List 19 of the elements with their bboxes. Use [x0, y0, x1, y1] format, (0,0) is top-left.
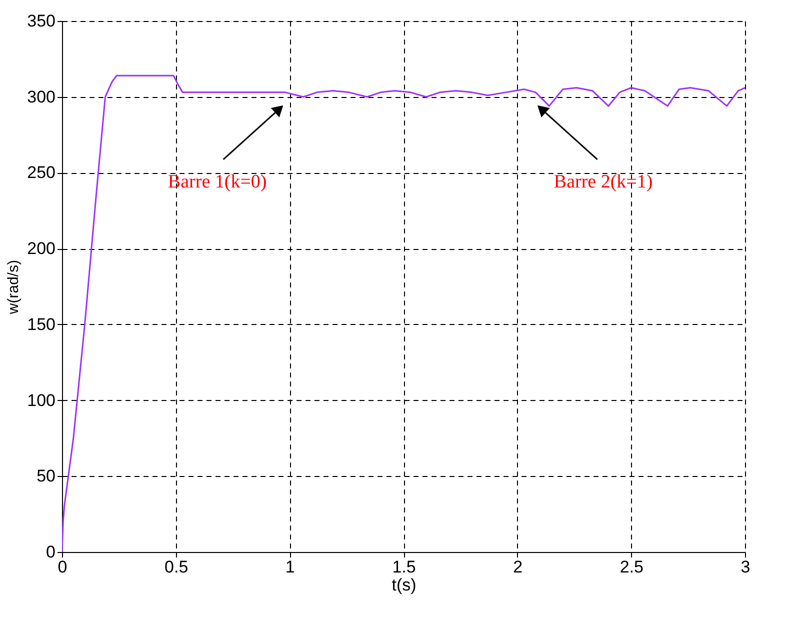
y-axis-title: w(rad/s) [5, 260, 22, 316]
x-tick-label: 0.5 [164, 558, 188, 576]
x-tick-label: 2 [513, 558, 523, 576]
y-tick-label: 0 [46, 542, 56, 562]
y-tick-label: 100 [27, 390, 56, 410]
x-tick-label: 1.5 [392, 558, 416, 576]
annotation: Barre 1(k=0) [168, 171, 267, 192]
y-tick-label: 250 [27, 163, 56, 182]
x-axis-title: t(s) [392, 576, 416, 594]
annotation: Barre 2(k=1) [554, 171, 653, 192]
x-tick-label: 3 [740, 558, 750, 576]
x-tick-label: 2.5 [620, 558, 644, 576]
y-tick-label: 200 [27, 239, 56, 258]
y-tick-label: 50 [36, 466, 56, 486]
y-tick-label: 300 [27, 87, 56, 106]
x-tick-label: 0 [58, 558, 68, 576]
x-tick-label: 1 [285, 558, 295, 576]
y-tick-label: 350 [27, 12, 56, 30]
y-tick-label: 150 [27, 314, 56, 334]
